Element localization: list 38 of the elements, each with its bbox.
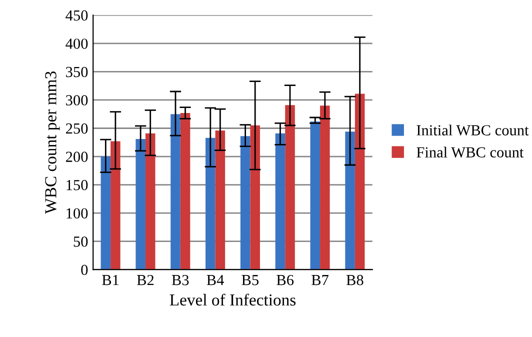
y-tick-label: 250	[66, 123, 88, 134]
bar	[215, 130, 226, 270]
y-tick-label: 100	[66, 208, 88, 219]
legend-label: Final WBC count	[416, 146, 524, 158]
bar	[320, 106, 330, 270]
x-tick-label: B4	[206, 275, 224, 286]
y-tick-label: 150	[66, 180, 88, 190]
legend-label: Initial WBC count	[416, 124, 529, 136]
bar	[354, 94, 365, 270]
bar	[180, 112, 190, 270]
bar	[250, 125, 260, 270]
y-tick-label: 400	[66, 38, 88, 49]
x-tick-label: B7	[312, 275, 329, 286]
bar	[100, 156, 111, 270]
x-tick-label: B2	[136, 274, 154, 286]
y-tick-label: 50	[74, 236, 88, 247]
bar	[310, 121, 320, 270]
y-tick-label: 450	[66, 10, 88, 21]
x-axis-title: Level of Infections	[170, 294, 296, 306]
y-tick-label: 300	[66, 95, 88, 106]
y-tick-label: 0	[81, 264, 88, 276]
bar	[170, 114, 180, 270]
x-tick-label: B1	[102, 274, 119, 286]
y-axis-title: WBC count per mm3	[45, 72, 60, 214]
x-tick-label: B6	[276, 274, 294, 286]
bar	[240, 136, 250, 270]
bar	[136, 138, 146, 270]
y-tick-label: 350	[66, 66, 88, 78]
bar	[145, 133, 156, 270]
bar	[285, 105, 295, 270]
x-tick-label: B5	[242, 275, 259, 286]
bar	[345, 132, 355, 270]
bar	[206, 138, 216, 270]
y-tick-label: 200	[66, 152, 88, 162]
bar	[275, 133, 286, 270]
bar	[110, 141, 120, 270]
x-tick-label: B8	[346, 274, 364, 286]
x-tick-label: B3	[172, 274, 189, 286]
